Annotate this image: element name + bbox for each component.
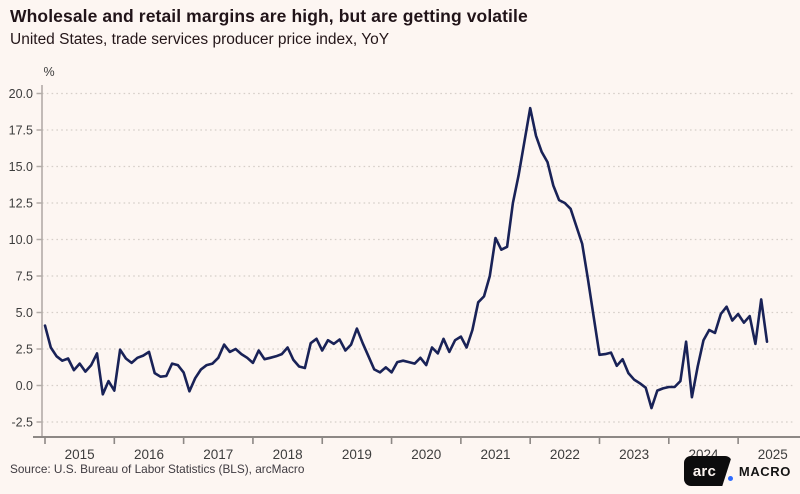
y-tick-label: 0.0 [16, 379, 33, 393]
y-tick-label: 15.0 [9, 160, 33, 174]
x-tick-label: 2021 [481, 447, 511, 462]
y-tick-label: 10.0 [9, 233, 33, 247]
y-tick-label: 20.0 [9, 87, 33, 101]
x-tick-label: 2025 [758, 447, 788, 462]
x-tick-label: 2018 [273, 447, 303, 462]
y-axis-unit-label: % [43, 65, 54, 79]
x-tick-label: 2020 [411, 447, 441, 462]
x-tick-label: 2015 [65, 447, 95, 462]
y-tick-label: 7.5 [16, 270, 33, 284]
chart-area: 20.0 17.5 15.0 12.5 10.0 7.5 5.0 2.5 0.0 -2.5% 201… [0, 58, 800, 462]
source-note: Source: U.S. Bureau of Labor Statistics … [10, 462, 305, 476]
logo-arc-text: arc [692, 462, 717, 480]
x-tick-label: 2017 [203, 447, 233, 462]
y-tick-label: 12.5 [9, 197, 33, 211]
logo-arc-box: arc [683, 456, 732, 486]
y-tick-label: 2.5 [16, 343, 33, 357]
y-tick-label: 17.5 [9, 124, 33, 138]
page-subtitle: United States, trade services producer p… [10, 31, 390, 48]
logo-dot-icon [727, 475, 733, 481]
x-tick-label: 2023 [619, 447, 649, 462]
x-tick-label: 2016 [134, 447, 164, 462]
arcmacro-logo: arc MACRO [683, 456, 791, 486]
y-tick-label: -2.5 [11, 416, 33, 430]
page-title: Wholesale and retail margins are high, b… [10, 6, 528, 26]
x-tick-label: 2022 [550, 447, 580, 462]
logo-wordmark: MACRO [738, 463, 791, 479]
y-tick-label: 5.0 [16, 306, 33, 320]
line-chart: 20.0 17.5 15.0 12.5 10.0 7.5 5.0 2.5 0.0 -2.5% 201… [9, 65, 800, 462]
data-line [43, 106, 769, 410]
x-tick-label: 2019 [342, 447, 372, 462]
